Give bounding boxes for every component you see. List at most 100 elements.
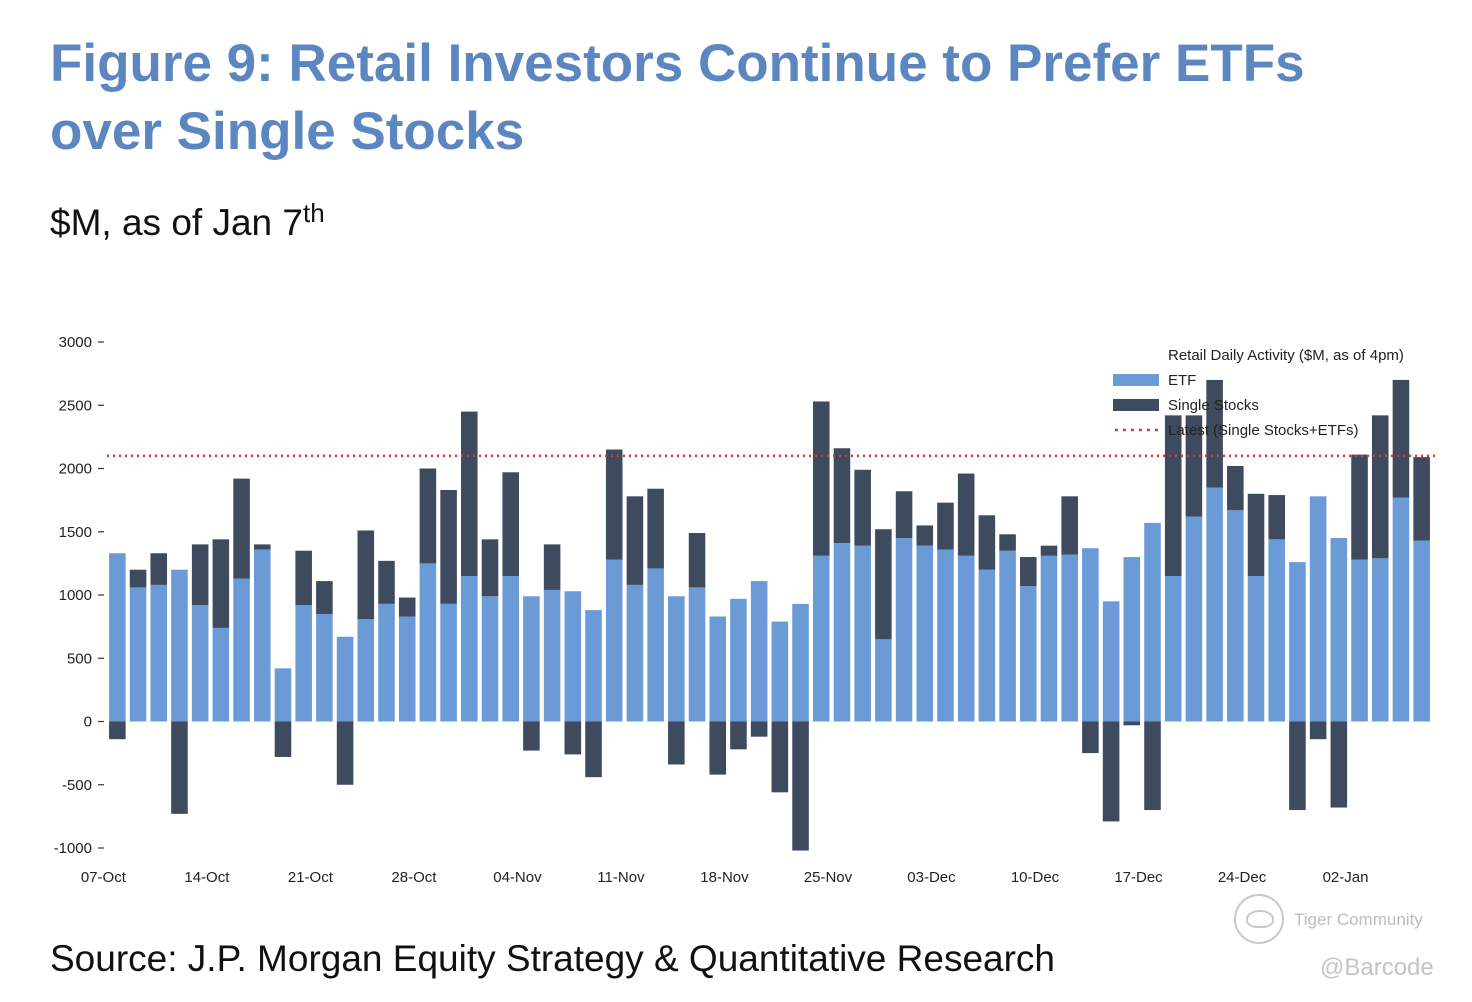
etf-bar	[1392, 497, 1410, 722]
etf-bar	[191, 605, 209, 722]
single-stocks-bar	[875, 529, 892, 640]
single-stocks-bar	[564, 721, 582, 755]
legend-etf-label: ETF	[1168, 372, 1196, 389]
etf-bar	[1289, 562, 1306, 722]
etf-bar	[978, 569, 996, 722]
etf-bar	[792, 603, 809, 722]
etf-bar	[1020, 586, 1037, 722]
single-stocks-bar	[150, 553, 168, 585]
single-stocks-bar	[1392, 379, 1410, 498]
etf-bar	[398, 616, 416, 722]
single-stocks-bar	[668, 721, 685, 765]
single-stocks-bar	[895, 491, 913, 539]
watermark-text: Tiger Community	[1294, 910, 1423, 929]
etf-bar	[1309, 496, 1327, 722]
etf-bar	[999, 550, 1016, 722]
single-stocks-bar	[440, 490, 457, 604]
single-stocks-bar	[357, 530, 375, 620]
y-tick-label: 2500	[59, 397, 92, 414]
etf-bar	[523, 596, 540, 722]
single-stocks-bar	[1309, 721, 1327, 740]
single-stocks-bar	[336, 721, 354, 785]
etf-bar	[1185, 516, 1203, 722]
single-stocks-bar	[833, 448, 851, 544]
y-tick-label: -500	[62, 777, 92, 794]
single-stocks-bar	[109, 721, 126, 740]
etf-bar	[1123, 557, 1141, 722]
x-tick-label: 18-Nov	[700, 869, 749, 886]
single-stocks-bar	[688, 533, 706, 588]
etf-bar	[461, 576, 478, 722]
etf-bar	[1268, 539, 1286, 722]
y-axis: 3000 2500 2000 1500 1000 500 0 -500 -1000	[54, 334, 104, 857]
single-stocks-bar	[295, 550, 312, 606]
subtitle-main: $M, as of Jan 7	[50, 202, 303, 243]
single-stocks-bar	[1123, 721, 1141, 726]
etf-bar	[357, 619, 375, 722]
single-stocks-bar	[1102, 721, 1120, 822]
single-stocks-bar	[626, 496, 644, 585]
single-stocks-bar	[1413, 457, 1430, 541]
single-stocks-bar	[1247, 493, 1265, 577]
etf-bar	[481, 596, 499, 722]
single-stocks-bar	[1040, 545, 1058, 556]
bars-group	[109, 379, 1430, 851]
single-stocks-bar	[502, 472, 519, 577]
etf-bar	[1061, 554, 1078, 722]
etf-bar	[1330, 538, 1348, 722]
etf-bar	[1102, 601, 1120, 722]
single-stocks-bar	[233, 478, 250, 579]
etf-bar	[605, 559, 623, 722]
single-stocks-bar	[129, 569, 147, 588]
etf-bar	[833, 543, 851, 722]
etf-bar	[1351, 559, 1368, 722]
etf-bar	[937, 549, 954, 722]
y-tick-label: 0	[84, 714, 92, 731]
etf-bar	[895, 538, 913, 722]
etf-bar	[730, 598, 747, 722]
single-stocks-bar	[1082, 721, 1099, 754]
x-axis: 07-Oct 14-Oct 21-Oct 28-Oct 04-Nov 11-Nov 18-N…	[81, 869, 1369, 886]
single-stocks-bar	[1227, 465, 1244, 511]
etf-bar	[647, 568, 664, 722]
x-tick-label: 11-Nov	[597, 869, 645, 886]
single-stocks-bar	[1206, 379, 1223, 488]
single-stocks-bar	[957, 473, 975, 556]
etf-bar	[1082, 548, 1099, 722]
watermark: Tiger Community @Barcode	[1232, 892, 1462, 992]
single-stocks-bar	[812, 401, 830, 556]
y-tick-label: 1000	[59, 587, 92, 604]
x-tick-label: 04-Nov	[493, 869, 542, 886]
etf-bar	[171, 569, 188, 722]
etf-bar	[109, 553, 126, 722]
etf-bar	[129, 587, 147, 722]
etf-bar	[812, 555, 830, 722]
subtitle-superscript: th	[302, 198, 325, 228]
etf-bar	[668, 596, 685, 722]
etf-bar	[212, 627, 230, 722]
etf-bar	[564, 591, 582, 722]
x-tick-label: 17-Dec	[1114, 869, 1163, 886]
etf-bar	[295, 605, 312, 722]
etf-bar	[233, 578, 250, 722]
etf-bar	[274, 668, 292, 722]
etf-bar	[1206, 487, 1223, 722]
etf-bar	[1164, 576, 1182, 722]
single-stocks-bar	[1330, 721, 1348, 808]
single-stocks-bar	[274, 721, 292, 757]
single-stocks-bar	[978, 515, 996, 570]
x-tick-label: 02-Jan	[1323, 869, 1369, 886]
y-tick-label: 3000	[59, 334, 92, 351]
single-stocks-bar	[461, 411, 478, 577]
etf-bar	[419, 563, 437, 722]
chart-subtitle: $M, as of Jan 7th	[50, 198, 325, 244]
y-tick-label: 2000	[59, 461, 92, 478]
etf-bar	[336, 636, 354, 722]
single-stocks-bar	[1144, 721, 1161, 811]
single-stocks-bar	[916, 525, 934, 546]
source-note: Source: J.P. Morgan Equity Strategy & Qu…	[50, 938, 1055, 979]
single-stocks-bar	[1020, 557, 1037, 587]
single-stocks-bar	[481, 539, 499, 597]
x-tick-label: 07-Oct	[81, 869, 127, 886]
